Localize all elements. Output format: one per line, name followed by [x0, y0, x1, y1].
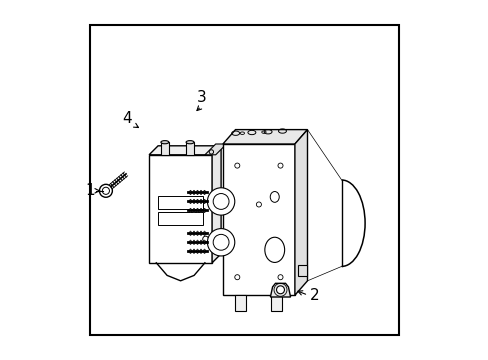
Bar [161, 142, 168, 155]
Ellipse shape [193, 249, 195, 253]
Ellipse shape [189, 231, 191, 235]
Ellipse shape [196, 190, 198, 195]
Ellipse shape [189, 199, 191, 204]
Polygon shape [212, 146, 221, 263]
Bar [223, 144, 294, 295]
Circle shape [207, 188, 234, 215]
Ellipse shape [200, 231, 202, 235]
Polygon shape [223, 130, 307, 144]
Ellipse shape [203, 208, 205, 213]
Ellipse shape [189, 240, 191, 244]
Bar [158, 212, 203, 225]
Text: 1: 1 [85, 183, 94, 198]
Ellipse shape [189, 249, 191, 253]
Polygon shape [149, 146, 221, 155]
Ellipse shape [200, 190, 202, 195]
Ellipse shape [203, 231, 205, 235]
Text: 2: 2 [309, 288, 319, 303]
Ellipse shape [193, 190, 195, 195]
Ellipse shape [200, 249, 202, 253]
Ellipse shape [196, 249, 198, 253]
Ellipse shape [203, 240, 205, 244]
Circle shape [207, 229, 234, 256]
Bar [89, 25, 399, 335]
Ellipse shape [189, 190, 191, 195]
Ellipse shape [196, 231, 198, 235]
Bar [235, 295, 246, 311]
Ellipse shape [196, 240, 198, 244]
Bar [158, 196, 203, 209]
Bar [298, 265, 306, 276]
Ellipse shape [161, 141, 168, 144]
Bar [271, 295, 282, 311]
Ellipse shape [196, 199, 198, 204]
Ellipse shape [200, 240, 202, 244]
Ellipse shape [193, 231, 195, 235]
Polygon shape [270, 283, 290, 297]
Ellipse shape [186, 141, 194, 144]
Ellipse shape [193, 208, 195, 213]
Ellipse shape [193, 199, 195, 204]
Ellipse shape [203, 199, 205, 204]
Text: 3: 3 [196, 90, 206, 105]
Text: 4: 4 [122, 111, 132, 126]
Ellipse shape [193, 240, 195, 244]
Ellipse shape [203, 249, 205, 253]
Polygon shape [204, 144, 226, 155]
Ellipse shape [203, 190, 205, 195]
Polygon shape [294, 130, 307, 295]
Ellipse shape [189, 208, 191, 213]
Bar [149, 155, 212, 263]
Ellipse shape [200, 199, 202, 204]
Circle shape [276, 286, 284, 294]
Bar [186, 142, 194, 155]
Ellipse shape [196, 208, 198, 213]
Ellipse shape [200, 208, 202, 213]
